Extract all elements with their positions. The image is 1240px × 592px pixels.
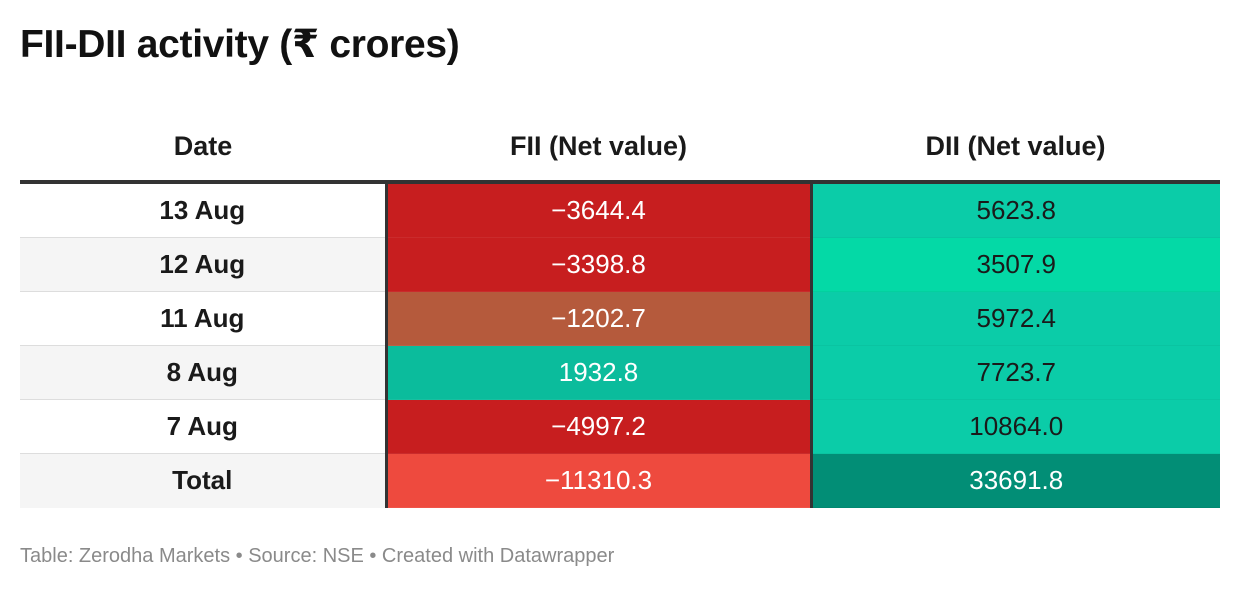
date-cell: 12 Aug <box>20 237 388 292</box>
date-cell: 7 Aug <box>20 399 388 454</box>
total-row: Total −11310.3 33691.8 <box>20 453 1220 508</box>
fii-value-cell: −4997.2 <box>386 399 813 454</box>
fii-value-cell: −3398.8 <box>386 237 813 292</box>
date-cell: 11 Aug <box>20 291 388 346</box>
chart-title: FII-DII activity (₹ crores) <box>20 23 460 66</box>
fii-dii-table: Date FII (Net value) DII (Net value) 13 … <box>20 112 1220 508</box>
column-header-date: Date <box>20 112 386 184</box>
dii-value-cell: 7723.7 <box>811 345 1220 400</box>
date-cell: 13 Aug <box>20 182 388 238</box>
table-row: 8 Aug 1932.8 7723.7 <box>20 345 1220 400</box>
fii-value-cell: 1932.8 <box>386 345 813 400</box>
header-row: Date FII (Net value) DII (Net value) <box>20 112 1220 184</box>
column-header-dii: DII (Net value) <box>811 112 1220 184</box>
table-row: 11 Aug −1202.7 5972.4 <box>20 291 1220 346</box>
fii-total-cell: −11310.3 <box>386 453 813 508</box>
dii-value-cell: 3507.9 <box>811 237 1220 292</box>
table-row: 12 Aug −3398.8 3507.9 <box>20 237 1220 292</box>
dii-value-cell: 10864.0 <box>811 399 1220 454</box>
fii-value-cell: −1202.7 <box>386 291 813 346</box>
date-cell: 8 Aug <box>20 345 388 400</box>
table-row: 13 Aug −3644.4 5623.8 <box>20 182 1220 238</box>
table-row: 7 Aug −4997.2 10864.0 <box>20 399 1220 454</box>
dii-total-cell: 33691.8 <box>811 453 1220 508</box>
fii-value-cell: −3644.4 <box>386 182 813 238</box>
source-footer: Table: Zerodha Markets • Source: NSE • C… <box>20 545 615 567</box>
total-label-cell: Total <box>20 453 388 508</box>
dii-value-cell: 5623.8 <box>811 182 1220 238</box>
column-header-fii: FII (Net value) <box>386 112 811 184</box>
dii-value-cell: 5972.4 <box>811 291 1220 346</box>
